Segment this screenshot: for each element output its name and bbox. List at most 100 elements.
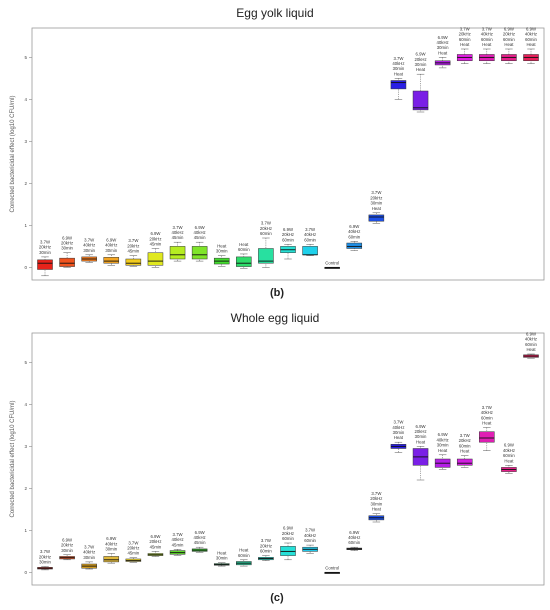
box-label: 60min [304,538,316,543]
box-label: 20kHz [282,232,294,237]
box-label: Heat [482,42,492,47]
box-label: 20kHz [127,546,139,551]
box-label: 60min [282,237,294,242]
box-label: 40kHz [105,541,117,546]
box-label: 6.9W [438,432,449,437]
box-label: Control [325,565,339,570]
box [456,458,473,466]
box-label: 60min [304,237,316,242]
box-label: 3.7W [482,26,493,31]
box-label: 45min [172,235,184,240]
box-label: 20kHz [459,438,471,443]
y-tick-label: 4 [24,402,27,407]
box-label: Heat [460,449,470,454]
chart-title: Egg yolk liquid [236,6,313,20]
box-label: 45min [194,540,206,545]
box-label: 60min [503,37,515,42]
box-label: 3.7W [460,26,471,31]
box-label: 3.7W [40,240,51,245]
box-label: 6.9W [106,237,117,242]
box-label: 3.7W [128,238,139,243]
box-label: 3.7W [371,491,382,496]
box-series: 3.7W20kHz30min6.9W20kHz30min3.7W40kHz30m… [37,26,539,277]
box-label: 3.7W [305,227,316,232]
chart-panel-egg-yolk: Egg yolk liquid Corrected bactericidal e… [0,0,550,300]
box-label: 6.9W [62,537,73,542]
box-label: 40kHz [171,230,183,235]
y-tick-label: 3 [24,139,27,144]
box-label: 40kHz [194,230,206,235]
box-label: 60min [525,37,537,42]
box [368,214,385,222]
box-label: 60min [481,37,493,42]
box [390,80,407,90]
box-label: 40kHz [348,535,360,540]
box [169,246,186,260]
box-label: Heat [526,347,536,352]
box-label: 60min [348,540,360,545]
box-label: 45min [128,551,140,556]
box [103,257,120,264]
box-label: 6.9W [195,530,206,535]
box [147,252,164,266]
y-ticks: 0 1 2 3 4 5 [24,55,32,270]
box-label: Heat [394,435,404,440]
box-label: Heat [526,42,536,47]
box-label: 20kHz [459,32,471,37]
box-label: 6.9W [283,227,294,232]
box-label: Heat [416,439,426,444]
box-label: 6.9W [504,26,515,31]
box-label: 20kHz [61,543,73,548]
chart-panel-whole-egg: Whole egg liquid Corrected bactericidal … [0,305,550,605]
box-label: 30min [83,248,95,253]
box-label: 60min [459,443,471,448]
box-label: 30min [39,560,51,565]
y-tick-label: 2 [24,181,27,186]
box-label: 6.9W [416,52,427,57]
box-label: Heat [416,67,426,72]
box-label: 40kHz [392,425,404,430]
chart-whole-egg: Whole egg liquid Corrected bactericidal … [10,311,545,604]
box-label: 6.9W [416,424,427,429]
box-label: 3.7W [84,237,95,242]
box-label: 20kHz [414,57,426,62]
box-label: 60min [459,37,471,42]
box-group: Control [324,565,340,574]
box [302,246,318,256]
box-label: 45min [194,235,206,240]
box [412,90,429,111]
panel-label: (b) [270,287,284,299]
box-label: 20kHz [61,241,73,246]
y-axis-label: Corrected bactericidal effect (log10 CFU… [10,401,16,518]
y-tick-label: 3 [24,444,27,449]
box-label: 6.9W [526,26,537,31]
box-label: 6.9W [349,224,360,229]
box-label: 60min [481,415,493,420]
box-label: 20kHz [39,245,51,250]
box-label: 60min [260,549,272,554]
box-label: 30min [371,501,383,506]
box-label: 45min [150,544,162,549]
box-label: 40kHz [525,337,537,342]
box-label: 3.7W [84,545,95,550]
box-label: 3.7W [261,221,272,226]
box-label: 6.9W [504,443,515,448]
